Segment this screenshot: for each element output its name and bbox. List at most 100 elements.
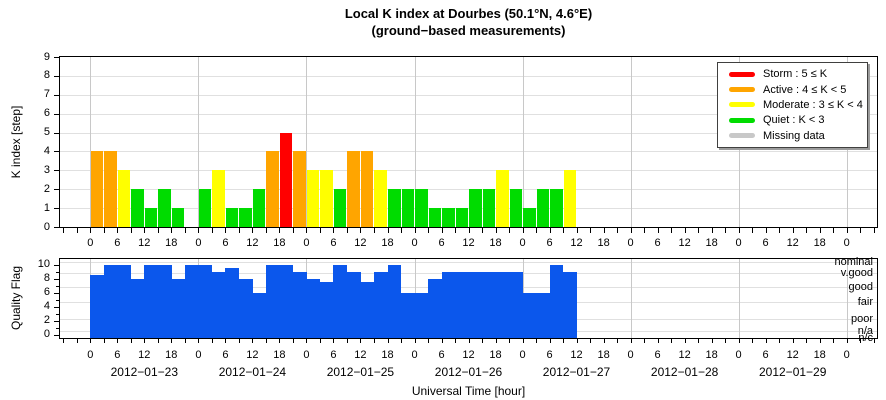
hour-label: 0 xyxy=(627,349,634,361)
x-tick xyxy=(184,338,186,343)
k-bar xyxy=(442,208,455,227)
x-tick xyxy=(549,338,551,343)
k-bar xyxy=(469,189,482,227)
x-tick xyxy=(738,338,740,343)
x-tick xyxy=(333,228,335,233)
hour-label: 18 xyxy=(381,237,394,249)
hour-label: 0 xyxy=(519,237,526,249)
x-tick xyxy=(684,338,686,343)
x-tick xyxy=(495,228,497,233)
x-tick xyxy=(319,228,321,233)
x-tick xyxy=(211,338,213,343)
y-tick-label: 8 xyxy=(43,69,50,82)
x-tick xyxy=(806,228,808,233)
x-tick xyxy=(603,338,605,343)
x-tick xyxy=(873,338,875,343)
hour-label: 12 xyxy=(138,349,151,361)
k-bar xyxy=(171,208,185,227)
quality-level-label: good xyxy=(848,280,873,293)
x-tick xyxy=(414,338,416,343)
y-tick xyxy=(54,113,60,115)
x-tick xyxy=(603,228,605,233)
x-tick xyxy=(414,228,416,233)
y-tick-label: 1 xyxy=(43,201,50,214)
hour-label: 0 xyxy=(87,237,94,249)
y-tick-label: 4 xyxy=(43,300,50,312)
x-tick xyxy=(576,228,578,233)
storm-swatch-icon xyxy=(729,71,755,77)
hour-label: 6 xyxy=(762,349,769,361)
x-tick xyxy=(752,338,754,343)
k-bar xyxy=(333,189,347,227)
hour-label: 12 xyxy=(678,349,691,361)
k-bar xyxy=(428,208,441,227)
quality-bar xyxy=(238,278,253,338)
y-tick xyxy=(56,299,60,301)
k-bar xyxy=(388,189,401,227)
x-tick xyxy=(157,228,159,233)
k-bar xyxy=(563,170,576,227)
quality-bar xyxy=(252,292,267,338)
hour-label: 6 xyxy=(762,237,769,249)
quality-level-label: n/c xyxy=(858,332,873,344)
k-bar xyxy=(374,170,387,227)
hour-label: 0 xyxy=(411,237,418,249)
grid-line-day xyxy=(738,259,740,338)
y-tick-label: 0 xyxy=(43,328,50,340)
x-tick xyxy=(698,338,700,343)
k-bar xyxy=(158,189,171,227)
k-bar xyxy=(482,189,495,227)
x-tick xyxy=(468,338,470,343)
y-tick xyxy=(54,264,60,266)
legend-label: Quiet : K < 3 xyxy=(763,114,825,127)
hour-label: 6 xyxy=(546,237,553,249)
quality-bar xyxy=(171,278,186,338)
x-tick xyxy=(779,338,781,343)
x-tick xyxy=(441,338,443,343)
hour-label: 12 xyxy=(462,349,475,361)
k-bar xyxy=(144,208,158,227)
x-tick xyxy=(265,228,267,233)
hour-label: 0 xyxy=(195,349,202,361)
quality-level-label: fair xyxy=(857,295,873,308)
x-tick xyxy=(306,338,308,343)
x-tick xyxy=(509,228,510,233)
x-tick xyxy=(306,228,308,233)
x-tick xyxy=(428,228,429,233)
k-bar xyxy=(360,151,374,227)
x-tick xyxy=(482,338,483,343)
x-tick xyxy=(184,228,186,233)
active-swatch-icon xyxy=(729,87,755,93)
x-tick xyxy=(725,228,727,233)
y-tick-label: 4 xyxy=(43,144,50,157)
x-tick xyxy=(346,228,348,233)
k-bar xyxy=(117,170,131,227)
x-tick xyxy=(819,228,821,233)
x-tick xyxy=(401,228,402,233)
x-tick xyxy=(238,338,240,343)
x-tick xyxy=(117,228,119,233)
x-tick xyxy=(387,338,389,343)
quality-bar xyxy=(468,271,483,338)
k-bar xyxy=(401,189,414,227)
quality-bar xyxy=(144,264,159,338)
grid-line-day xyxy=(414,57,416,227)
x-tick xyxy=(144,338,146,343)
legend-label: Missing data xyxy=(763,129,825,142)
x-tick xyxy=(333,338,335,343)
x-tick xyxy=(265,338,267,343)
x-tick xyxy=(171,228,173,233)
y-tick xyxy=(54,292,60,294)
quality-bar xyxy=(346,271,361,338)
hour-label: 6 xyxy=(438,237,445,249)
hour-label: 12 xyxy=(786,237,799,249)
hour-label: 18 xyxy=(489,349,502,361)
hour-label: 18 xyxy=(705,349,718,361)
x-tick xyxy=(509,338,510,343)
legend-label: Moderate : 3 ≤ K < 4 xyxy=(763,98,863,111)
x-tick xyxy=(563,338,564,343)
x-tick xyxy=(833,338,835,343)
date-label: 2012−01−27 xyxy=(542,365,611,379)
hour-label: 18 xyxy=(165,237,178,249)
